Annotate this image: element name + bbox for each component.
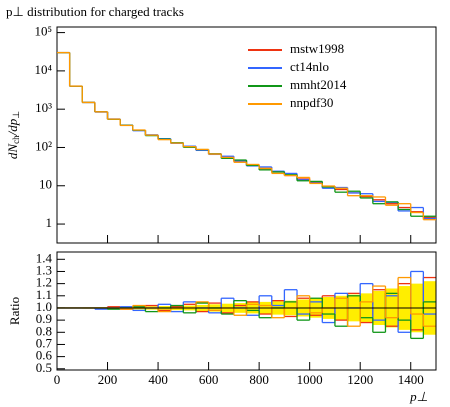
y-tick-label: 1.1 <box>36 287 52 302</box>
x-tick-label: 600 <box>199 372 219 387</box>
x-tick-label: 400 <box>148 372 168 387</box>
y-tick-label: 10⁴ <box>34 62 52 77</box>
plot-frame <box>56 26 437 244</box>
y-label-part: dN <box>5 143 20 160</box>
y-label-part: ⊥ <box>11 111 21 119</box>
y-label-part: ch <box>11 135 21 144</box>
y-tick-label: 0.9 <box>36 311 52 326</box>
legend-label: ct14nlo <box>290 59 329 74</box>
y-tick-label: 10⁵ <box>34 24 52 39</box>
plot-frame <box>56 251 437 371</box>
y-tick-label: 10³ <box>35 100 52 115</box>
x-tick-label: 0 <box>54 372 61 387</box>
chart-title: p⊥ distribution for charged tracks <box>6 4 184 19</box>
x-tick-label: 200 <box>98 372 118 387</box>
ratio-y-label: Ratio <box>7 297 22 325</box>
y-tick-label: 1 <box>46 215 53 230</box>
y-tick-label: 1.0 <box>36 299 52 314</box>
legend-label: mstw1998 <box>290 41 344 56</box>
x-axis-label: p⊥ <box>409 389 428 404</box>
legend-label: mmht2014 <box>290 77 347 92</box>
y-label-part: /dp <box>5 118 20 136</box>
y-tick-label: 10 <box>39 177 52 192</box>
y-tick-label: 0.5 <box>36 360 52 375</box>
y-tick-label: 0.7 <box>36 335 53 350</box>
y-tick-label: 0.6 <box>36 348 53 363</box>
y-axis-label: dNch/dp⊥ <box>5 111 21 159</box>
y-tick-label: 1.2 <box>36 275 52 290</box>
y-tick-label: 10² <box>35 138 52 153</box>
x-tick-label: 1200 <box>347 372 373 387</box>
y-tick-label: 1.3 <box>36 262 52 277</box>
legend-label: nnpdf30 <box>290 95 333 110</box>
y-tick-label: 0.8 <box>36 323 52 338</box>
x-tick-label: 1000 <box>297 372 323 387</box>
x-tick-label: 800 <box>249 372 269 387</box>
y-tick-label: 1.4 <box>36 250 53 265</box>
x-tick-label: 1400 <box>398 372 424 387</box>
